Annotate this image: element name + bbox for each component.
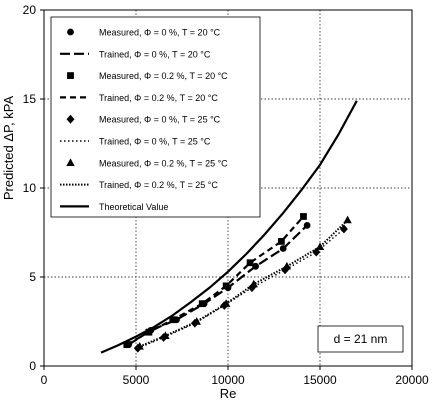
x-tick-label: 0: [41, 373, 48, 387]
x-tick-label: 5000: [123, 373, 150, 387]
series-line-8: [100, 100, 358, 354]
x-tick-label: 20000: [395, 373, 429, 387]
series-lines: [100, 100, 358, 354]
legend-entry-label: Measured, Φ = 0 %, T = 25 °C: [99, 115, 221, 125]
legend: Measured, Φ = 0 %, T = 20 °C Trained, Φ =…: [50, 16, 261, 218]
legend-symbol: [66, 114, 75, 124]
series-line-5: [137, 228, 345, 349]
y-tick-label: 0: [29, 359, 36, 373]
data-point-triangle: [135, 342, 144, 350]
series-line-7: [139, 219, 349, 348]
x-tick-label: 10000: [211, 373, 245, 387]
y-axis-title: Predicted ΔP, kPA: [1, 96, 16, 201]
legend-entry-label: Measured, Φ = 0.2 %, T = 20 °C: [99, 71, 228, 81]
x-axis: 0 5000 10000 15000 20000: [41, 366, 429, 387]
y-tick-label: 10: [23, 181, 37, 195]
y-tick-label: 15: [23, 92, 37, 106]
legend-box: [50, 16, 261, 218]
data-point-diamond: [339, 224, 348, 234]
data-point-triangle: [249, 279, 258, 288]
data-point-triangle: [161, 331, 170, 339]
series-line-3: [126, 215, 305, 346]
legend-symbol: [66, 158, 75, 166]
annotation: d = 21 nm: [317, 325, 404, 353]
data-point-square: [222, 282, 230, 290]
legend-entry-label: Trained, Φ = 0 %, T = 25 °C: [99, 137, 211, 147]
data-point-triangle: [221, 299, 231, 307]
data-point-square: [277, 238, 285, 245]
data-point-circle: [279, 245, 287, 252]
data-point-diamond: [247, 283, 256, 293]
data-point-square: [123, 341, 131, 349]
y-axis: 0 5 10 15 20: [23, 3, 44, 373]
data-point-circle: [252, 262, 259, 270]
data-point-circle: [303, 221, 311, 229]
legend-entry-label: Trained, Φ = 0 %, T = 20 °C: [99, 49, 211, 59]
x-tick-label: 15000: [303, 373, 337, 387]
data-point-diamond: [281, 265, 290, 275]
data-point-triangle: [343, 215, 352, 224]
x-axis-title: Re: [220, 386, 237, 401]
legend-entry-label: Measured, Φ = 0 %, T = 20 °C: [99, 28, 221, 38]
data-point-square: [246, 259, 254, 267]
legend-entry-label: Trained, Φ = 0.2 %, T = 20 °C: [99, 93, 218, 103]
data-point-square: [145, 328, 153, 336]
y-tick-label: 20: [23, 3, 37, 17]
legend-entry-label: Theoretical Value: [99, 202, 168, 212]
data-point-triangle: [282, 261, 292, 270]
series-markers: [123, 213, 352, 353]
annotation-label: d = 21 nm: [334, 332, 388, 346]
y-tick-label: 5: [29, 270, 36, 284]
annotation-box: [317, 325, 404, 353]
data-point-square: [198, 300, 206, 308]
data-point-triangle: [192, 317, 201, 325]
data-point-square: [300, 213, 307, 220]
legend-entry-label: Trained, Φ = 0.2 %, T = 25 °C: [99, 180, 218, 190]
legend-symbol: [67, 72, 74, 79]
data-point-triangle: [315, 242, 325, 250]
legend-symbol: [67, 28, 74, 36]
data-point-square: [169, 316, 177, 324]
legend-entry-label: Measured, Φ = 0.2 %, T = 25 °C: [99, 158, 228, 168]
